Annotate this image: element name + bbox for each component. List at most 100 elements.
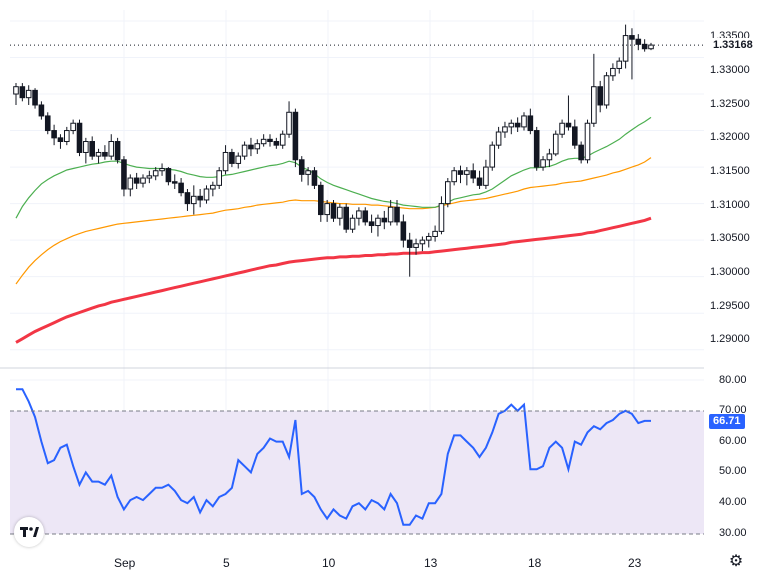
candle-body	[527, 115, 534, 132]
candle-body	[343, 206, 349, 230]
candle-body	[375, 217, 381, 227]
candle-body	[324, 203, 330, 216]
candle-body	[70, 122, 76, 132]
rsi-tick-label: 70.00	[719, 404, 747, 416]
candle-body	[140, 177, 146, 184]
candle-body	[591, 86, 597, 124]
candle-body	[470, 170, 476, 179]
candle-body	[349, 217, 356, 230]
candles	[13, 24, 654, 277]
candle-body	[597, 86, 604, 106]
candle-body	[216, 170, 222, 186]
candle-body	[57, 137, 64, 143]
candle-body	[495, 131, 502, 146]
candle-body	[229, 151, 235, 164]
candle-body	[311, 170, 318, 186]
candle-body	[572, 126, 578, 146]
x-tick-label: Sep	[114, 556, 136, 570]
candle-body	[356, 210, 362, 219]
candle-body	[171, 181, 178, 184]
candle-body	[381, 217, 388, 223]
candle-body	[19, 86, 26, 99]
candle-body	[159, 168, 165, 172]
candle-body	[406, 239, 413, 248]
candle-body	[457, 170, 464, 175]
candle-body	[114, 141, 121, 161]
rsi-tick-label: 60.00	[719, 435, 747, 447]
candle-body	[629, 35, 635, 40]
candle-body	[552, 133, 559, 155]
candle-body	[508, 122, 515, 128]
current-price-badge: 1.33168	[709, 38, 757, 54]
candle-body	[476, 177, 483, 186]
candle-body	[76, 122, 83, 153]
candle-body	[483, 166, 489, 186]
rsi-line	[16, 388, 651, 526]
candle-body	[152, 170, 159, 177]
x-tick-label: 5	[223, 556, 230, 570]
candle-body	[565, 122, 572, 128]
candle-body	[451, 170, 457, 183]
candle-body	[279, 133, 286, 146]
candle-body	[248, 144, 254, 150]
candle-body	[108, 141, 115, 157]
candle-body	[273, 141, 280, 146]
candle-body	[178, 182, 184, 194]
price-tick-label: 1.32500	[710, 98, 750, 110]
candle-body	[254, 143, 261, 150]
candle-body	[241, 144, 248, 157]
candle-body	[51, 130, 57, 139]
rsi-layer	[16, 388, 651, 526]
rsi-tick-label: 50.00	[719, 465, 747, 477]
candle-body	[133, 177, 140, 184]
candle-body	[362, 210, 369, 223]
tradingview-logo-icon[interactable]	[14, 517, 44, 547]
rsi-tick-label: 40.00	[719, 496, 747, 508]
candle-body	[64, 130, 70, 143]
candle-body	[502, 126, 508, 133]
candle-body	[38, 104, 45, 117]
candle-body	[95, 151, 102, 157]
candle-body	[438, 203, 445, 232]
candle-body	[533, 130, 540, 168]
candle-body	[514, 122, 521, 128]
price-tick-label: 1.31500	[710, 165, 750, 177]
candle-body	[146, 175, 153, 179]
candle-body	[13, 86, 19, 95]
candle-body	[622, 35, 629, 62]
candle-body	[445, 181, 451, 205]
candle-body	[127, 177, 134, 190]
candle-body	[603, 75, 610, 106]
candle-body	[83, 141, 89, 153]
candle-body	[584, 122, 591, 161]
candle-body	[400, 221, 407, 241]
candle-body	[222, 151, 229, 172]
candle-body	[286, 111, 292, 135]
candle-body	[267, 138, 273, 143]
candle-body	[616, 60, 623, 69]
candle-body	[432, 230, 438, 237]
candle-body	[89, 141, 96, 157]
candle-body	[191, 195, 197, 205]
candle-body	[121, 159, 127, 190]
price-tick-label: 1.33000	[710, 64, 750, 76]
candle-body	[337, 206, 343, 219]
candle-body	[464, 170, 470, 175]
price-tick-label: 1.32000	[710, 131, 750, 143]
candle-body	[648, 44, 654, 50]
price-tick-label: 1.29500	[710, 300, 750, 312]
x-tick-label: 10	[322, 556, 336, 570]
candle-body	[540, 159, 546, 168]
candle-body	[184, 192, 191, 205]
gear-icon[interactable]: ⚙	[728, 553, 744, 570]
candle-body	[578, 144, 584, 161]
rsi-value-badge: 66.71	[709, 413, 745, 429]
candle-body	[260, 138, 267, 145]
candle-body	[318, 184, 324, 216]
candle-body	[546, 153, 553, 161]
rsi-tick-label: 30.00	[719, 527, 747, 539]
price-tick-label: 1.29000	[710, 333, 750, 345]
candle-body	[165, 168, 172, 183]
